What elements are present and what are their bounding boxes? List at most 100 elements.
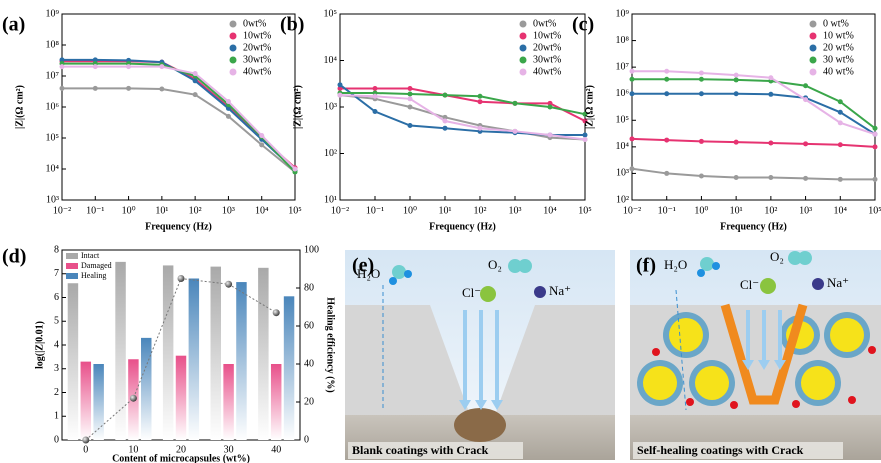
x-tick-label: 10¹ (155, 205, 168, 216)
x-tick-label: 10³ (509, 205, 522, 216)
y-tick-label: 10³ (324, 101, 337, 112)
panel-label: (c) (572, 14, 594, 36)
panel-label: (a) (2, 14, 25, 36)
panel: 10¹10²10³10⁴10⁵10⁻²10⁻¹10⁰10¹10²10³10⁴10… (280, 8, 592, 232)
y-axis-label: |Z|(Ω cm²) (14, 85, 25, 129)
data-point (699, 174, 704, 179)
legend-label: Damaged (81, 261, 112, 270)
y-tick-label: 10⁷ (46, 70, 60, 81)
data-point (126, 64, 131, 69)
data-point (408, 105, 413, 110)
data-point (583, 137, 588, 142)
data-point (93, 64, 98, 69)
caption: Blank coatings with Crack (352, 443, 489, 457)
bar (81, 362, 91, 440)
data-point (873, 144, 878, 149)
chloride-label: Cl⁻ (740, 277, 759, 292)
y-tick-label: 10³ (616, 168, 629, 179)
y-tick-label: 10⁸ (46, 39, 60, 50)
legend-label: 30wt% (533, 54, 561, 65)
bar (223, 364, 233, 440)
data-point (803, 83, 808, 88)
data-point (873, 126, 878, 131)
data-point (443, 93, 448, 98)
data-point (193, 71, 198, 76)
data-point (664, 69, 669, 74)
data-point (443, 126, 448, 131)
legend-label: 20wt% (533, 42, 561, 53)
y-tick-label: 4 (54, 339, 59, 350)
data-point (664, 171, 669, 176)
data-point (159, 87, 164, 92)
bar (211, 267, 221, 440)
data-point (443, 118, 448, 123)
x-tick-label: 10⁴ (255, 205, 269, 216)
chloride-label: Cl⁻ (462, 285, 481, 300)
legend-marker (810, 33, 817, 40)
x-tick-label: 10² (474, 205, 487, 216)
bar (236, 282, 246, 440)
y2-tick-label: 0 (304, 434, 309, 445)
panel-label: (f) (636, 255, 656, 277)
y-tick-label: 10⁸ (616, 35, 630, 46)
data-point (226, 114, 231, 119)
panel-label: (b) (280, 14, 304, 36)
x-axis-label: Frequency (Hz) (429, 221, 496, 232)
y2-tick-label: 40 (304, 358, 314, 369)
data-point (583, 132, 588, 137)
data-point (478, 126, 483, 131)
legend-label: Healing (81, 271, 106, 280)
legend-label: 20wt% (243, 42, 271, 53)
data-point (803, 97, 808, 102)
bar (189, 279, 199, 441)
panel-label: (d) (2, 246, 26, 268)
x-tick-label: 10⁻¹ (658, 205, 676, 216)
legend-label: 0 wt% (823, 18, 849, 29)
data-point (699, 91, 704, 96)
data-point (338, 93, 343, 98)
legend-swatch (66, 263, 78, 269)
legend-marker (810, 57, 817, 64)
y2-tick-label: 80 (304, 282, 314, 293)
caption: Self-healing coatings with Crack (637, 443, 804, 457)
data-point (513, 129, 518, 134)
series-line (62, 88, 295, 172)
x-tick-label: 10⁰ (122, 205, 136, 216)
y-tick-label: 10⁴ (46, 163, 60, 174)
x-tick-label: 10² (189, 205, 202, 216)
y-tick-label: 7 (54, 268, 59, 279)
data-point (734, 73, 739, 78)
x-tick-label: 10⁻² (53, 205, 71, 216)
x-tick-label: 10⁻² (623, 205, 641, 216)
x-tick-label: 10⁴ (834, 205, 848, 216)
data-point (838, 99, 843, 104)
legend-marker (230, 57, 237, 64)
y-tick-label: 10² (616, 194, 629, 205)
data-point (768, 175, 773, 180)
bar (284, 296, 294, 440)
x-axis-label: Frequency (Hz) (720, 221, 787, 232)
diagram-f: (f) H₂O O₂ Cl⁻ Na⁺ Self-healing coatings… (630, 249, 881, 460)
x-tick-label: 10¹ (730, 205, 743, 216)
bar (271, 364, 281, 440)
legend-label: 0wt% (243, 18, 266, 29)
data-point (408, 96, 413, 101)
data-point (803, 176, 808, 181)
legend-marker (520, 45, 527, 52)
panel: 012345678020406080100010203040Content of… (2, 244, 336, 463)
data-point (699, 77, 704, 82)
x-tick-label: 0 (83, 444, 88, 455)
x-tick-label: 10² (764, 205, 777, 216)
data-point (630, 166, 635, 171)
data-point (768, 140, 773, 145)
x-tick-label: 10¹ (439, 205, 452, 216)
water-label: H₂O (664, 257, 687, 272)
data-point (838, 142, 843, 147)
y-tick-label: 3 (54, 363, 59, 374)
data-point (408, 86, 413, 91)
legend-marker (230, 69, 237, 76)
x-tick-label: 10³ (799, 205, 812, 216)
legend-label: 20 wt% (823, 42, 854, 53)
data-point (373, 94, 378, 99)
x-tick-label: 40 (271, 444, 281, 455)
